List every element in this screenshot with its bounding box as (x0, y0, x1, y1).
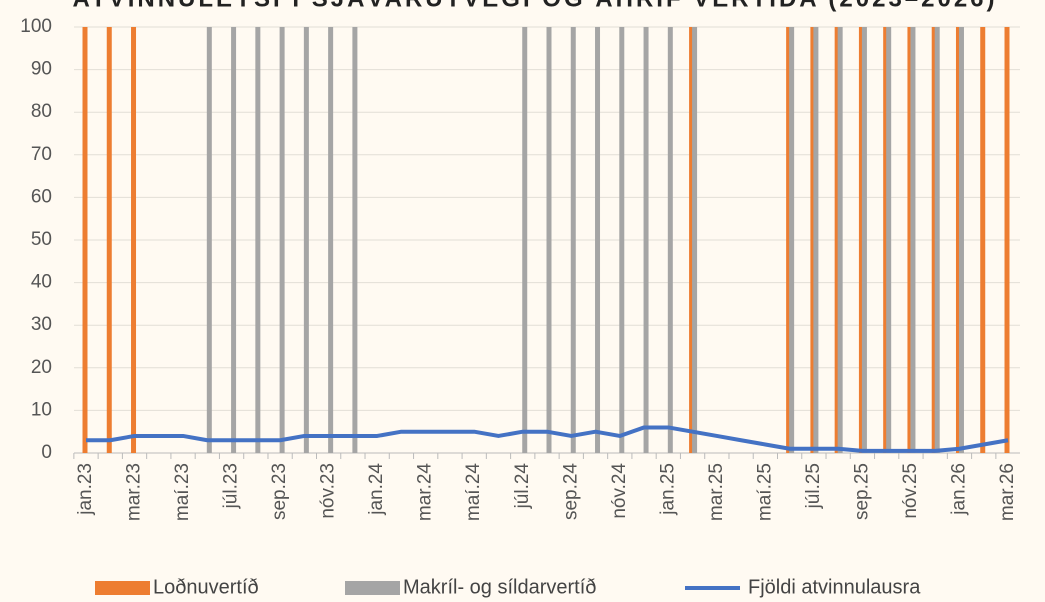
legend-label: Fjöldi atvinnulausra (748, 576, 921, 598)
bar (1004, 27, 1010, 453)
bar (980, 27, 986, 453)
bar (834, 27, 840, 453)
bar (907, 27, 913, 453)
y-tick-label: 20 (31, 357, 52, 378)
bar (813, 27, 819, 453)
bar (131, 27, 137, 453)
y-tick-label: 30 (31, 314, 52, 335)
bar (810, 27, 816, 453)
y-tick-label: 100 (20, 16, 52, 37)
legend-swatch (95, 581, 150, 595)
y-tick-label: 10 (31, 399, 52, 420)
x-tick-label: nóv.25 (900, 463, 921, 519)
y-tick-label: 80 (31, 101, 52, 122)
legend-label: Loðnuvertíð (153, 576, 259, 598)
bar (231, 27, 237, 453)
legend-swatch (345, 581, 400, 595)
bar (955, 27, 961, 453)
bar (328, 27, 334, 453)
x-tick-label: nóv.23 (318, 463, 339, 519)
x-tick-label: maí.24 (463, 463, 484, 522)
x-tick-label: mar.25 (706, 463, 727, 521)
bar (303, 27, 309, 453)
bar (667, 27, 673, 453)
bar (910, 27, 916, 453)
x-tick-label: maí.25 (754, 463, 775, 521)
y-tick-label: 70 (31, 144, 52, 165)
bar (883, 27, 889, 453)
legend-label: Makríl- og síldarvertíð (403, 576, 596, 598)
bar (692, 27, 698, 453)
y-tick-label: 90 (31, 59, 52, 80)
bar (595, 27, 601, 453)
bar (570, 27, 576, 453)
bar (837, 27, 843, 453)
bar (206, 27, 212, 453)
bar (279, 27, 285, 453)
x-tick-label: maí.23 (172, 463, 193, 521)
x-tick-label: jan.25 (657, 463, 678, 516)
bar (643, 27, 649, 453)
x-tick-label: nóv.24 (609, 463, 630, 519)
bar (931, 27, 937, 453)
y-tick-label: 40 (31, 272, 52, 293)
x-tick-label: sep.25 (851, 463, 872, 520)
x-tick-label: júl.25 (803, 463, 824, 509)
x-tick-label: mar.26 (997, 463, 1018, 521)
bar (886, 27, 892, 453)
bar (786, 27, 792, 453)
x-tick-label: jan.26 (948, 463, 969, 516)
x-tick-label: mar.23 (124, 463, 145, 521)
bar (958, 27, 964, 453)
x-tick-label: júl.24 (512, 463, 533, 510)
bar (689, 27, 695, 453)
bar (546, 27, 552, 453)
line (86, 425, 1009, 453)
bar (106, 27, 112, 453)
bar (858, 27, 864, 453)
y-tick-label: 0 (41, 442, 52, 463)
x-tick-label: sep.24 (560, 463, 581, 520)
bar (352, 27, 358, 453)
x-tick-label: júl.23 (221, 463, 242, 509)
chart-title: ATVINNULEYSI Í SJÁVARÚTVEGI OG ÁHRIF VER… (72, 0, 997, 12)
x-tick-label: mar.24 (415, 463, 436, 522)
bar (82, 27, 88, 453)
bar (861, 27, 867, 453)
y-tick-label: 60 (31, 186, 52, 207)
y-tick-label: 50 (31, 229, 52, 250)
x-tick-label: jan.23 (75, 463, 96, 516)
x-tick-label: sep.23 (269, 463, 290, 520)
bar (522, 27, 528, 453)
bar (619, 27, 625, 453)
x-tick-label: jan.24 (366, 463, 387, 516)
bar (255, 27, 261, 453)
bar (789, 27, 795, 453)
bar (934, 27, 940, 453)
